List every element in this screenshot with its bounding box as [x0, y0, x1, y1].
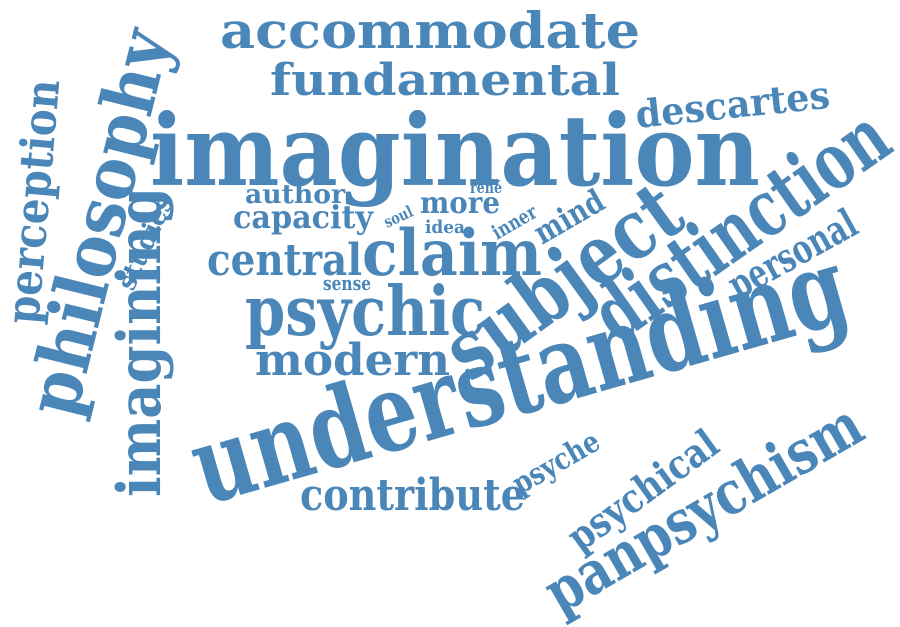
word-idea: idea [425, 217, 465, 238]
word-rene: rené [470, 178, 502, 197]
word-contribute: contribute [300, 470, 525, 521]
word-fundamental: fundamental [270, 55, 620, 106]
word-sense: sense [323, 271, 371, 295]
word-claim: claim [362, 216, 542, 291]
word-imagination: imagination [150, 94, 760, 209]
word-central: central [207, 235, 362, 286]
word-author: author [245, 180, 345, 210]
word-psychic: psychic [245, 272, 485, 352]
word-more: more [420, 186, 500, 221]
word-capacity: capacity [233, 198, 374, 236]
word-accommodate: accommodate [220, 1, 640, 60]
word-modern: modern [255, 335, 450, 386]
word-imagining: imagining [105, 187, 175, 497]
